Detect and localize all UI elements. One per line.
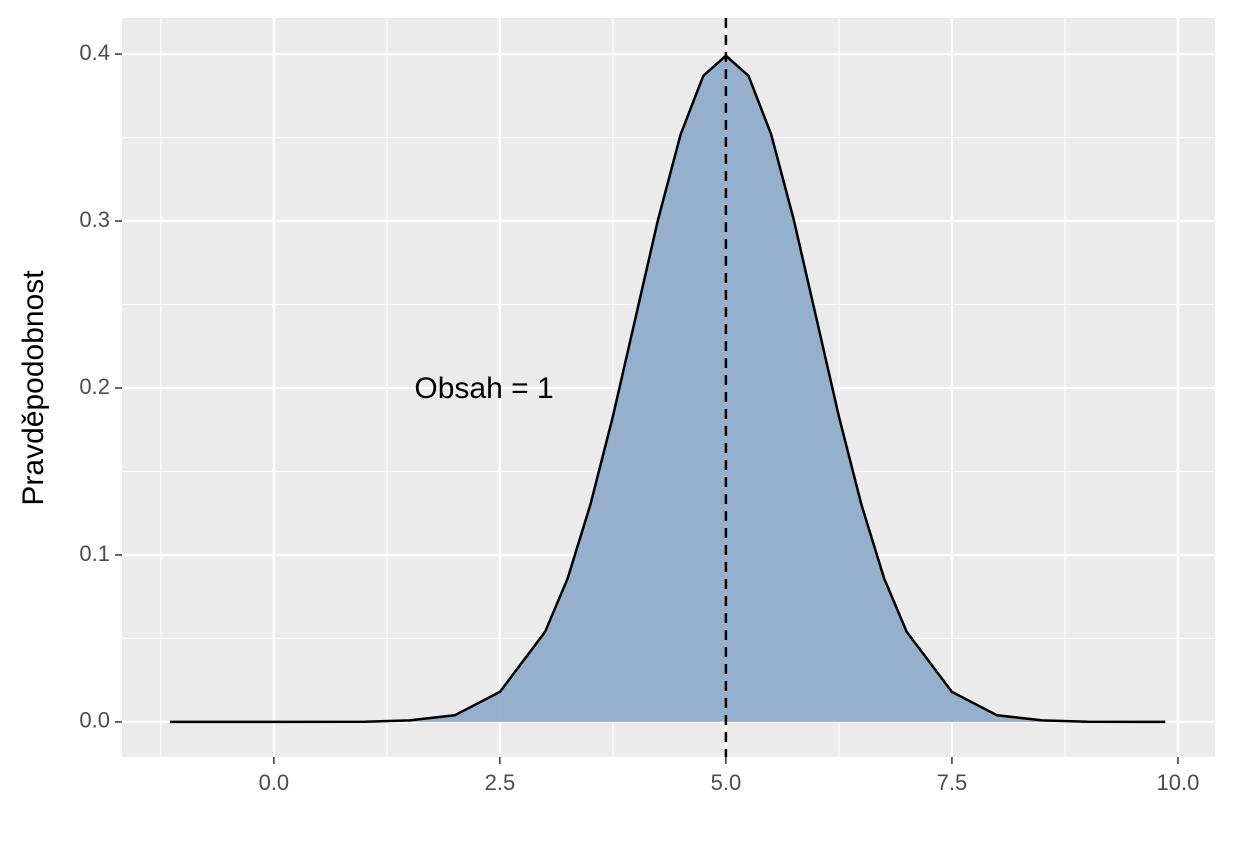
density-line [169, 54, 1166, 724]
y-tick-label: 0.2 [79, 374, 110, 399]
x-tick-label: 5.0 [711, 770, 742, 795]
density-area [169, 55, 1166, 722]
x-tick-label: 10.0 [1157, 770, 1200, 795]
y-tick-label: 0.3 [79, 207, 110, 232]
x-tick-label: 7.5 [937, 770, 968, 795]
x-tick-label: 2.5 [485, 770, 516, 795]
x-tick-label: 0.0 [259, 770, 290, 795]
y-axis-title: Pravděpodobnost [17, 270, 50, 506]
y-tick-label: 0.4 [79, 40, 110, 65]
annotation: Obsah = 1 [414, 372, 553, 405]
y-tick-label: 0.1 [79, 541, 110, 566]
y-tick-label: 0.0 [79, 708, 110, 733]
